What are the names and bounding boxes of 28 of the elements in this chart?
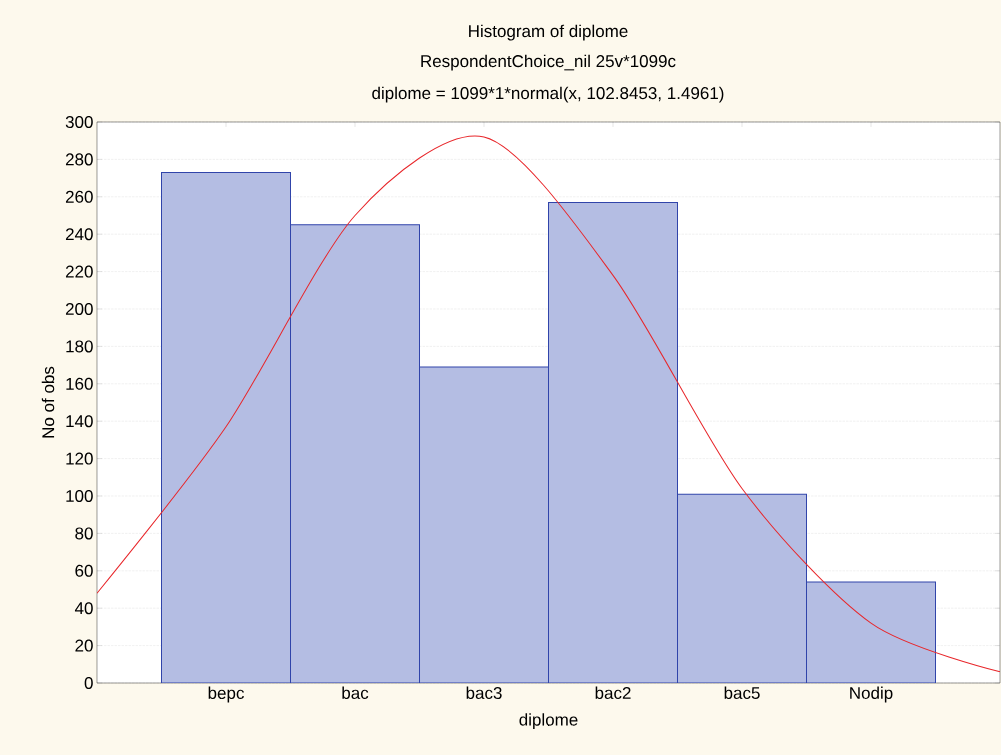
x-tick-label: bac3	[466, 686, 502, 700]
y-tick-label: 80	[75, 527, 93, 540]
y-tick-label: 180	[66, 340, 93, 353]
line-series	[97, 136, 1001, 673]
x-tick-label: bac	[342, 686, 369, 700]
y-tick-label: 200	[65, 302, 93, 316]
y-tick-label: 240	[65, 228, 93, 241]
y-tick-label: 120	[66, 452, 93, 465]
x-tick-label: bac2	[595, 686, 631, 700]
y-tick-label: 0	[84, 676, 93, 690]
y-tick-label: 20	[75, 639, 93, 652]
y-tick-label: 220	[65, 265, 93, 278]
text: diplome = 1099*1*normal(x, 102.8453, 1.4961)	[372, 86, 724, 103]
y-tick-label: 140	[66, 415, 93, 428]
y-tick-label: 60	[75, 564, 93, 577]
y-tick-label: 280	[65, 153, 93, 166]
x-tick-label: bac5	[724, 686, 760, 700]
y-tick-label: 100	[66, 489, 93, 503]
y-tick-label: 260	[65, 190, 93, 203]
y-tick-label: 40	[74, 602, 93, 615]
chart-title: Histogram of diplome	[469, 24, 628, 41]
x-tick-label: bepc	[208, 686, 244, 703]
x-tick-label: Nodip	[850, 686, 893, 703]
y-axis-title: No of obs	[41, 366, 55, 438]
chart-subtitle: RespondentChoice_nil 25v*1099c	[421, 54, 676, 71]
x-axis-title: diplome	[519, 713, 578, 730]
y-tick-label: 300	[65, 115, 93, 129]
y-tick-label: 160	[66, 377, 93, 390]
